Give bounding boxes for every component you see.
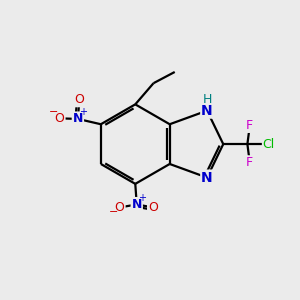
Text: O: O <box>74 93 84 106</box>
Text: +: + <box>138 193 146 203</box>
Text: −: − <box>109 207 118 217</box>
Text: +: + <box>79 107 87 118</box>
Text: −: − <box>49 107 58 117</box>
Text: O: O <box>55 112 64 125</box>
Text: N: N <box>201 103 213 118</box>
Text: F: F <box>246 156 253 169</box>
Text: N: N <box>201 171 213 184</box>
Text: N: N <box>132 198 142 211</box>
Text: N: N <box>73 112 83 125</box>
Text: O: O <box>148 201 158 214</box>
Text: H: H <box>203 93 212 106</box>
Text: O: O <box>115 201 124 214</box>
Text: F: F <box>246 119 253 132</box>
Text: Cl: Cl <box>262 138 275 151</box>
